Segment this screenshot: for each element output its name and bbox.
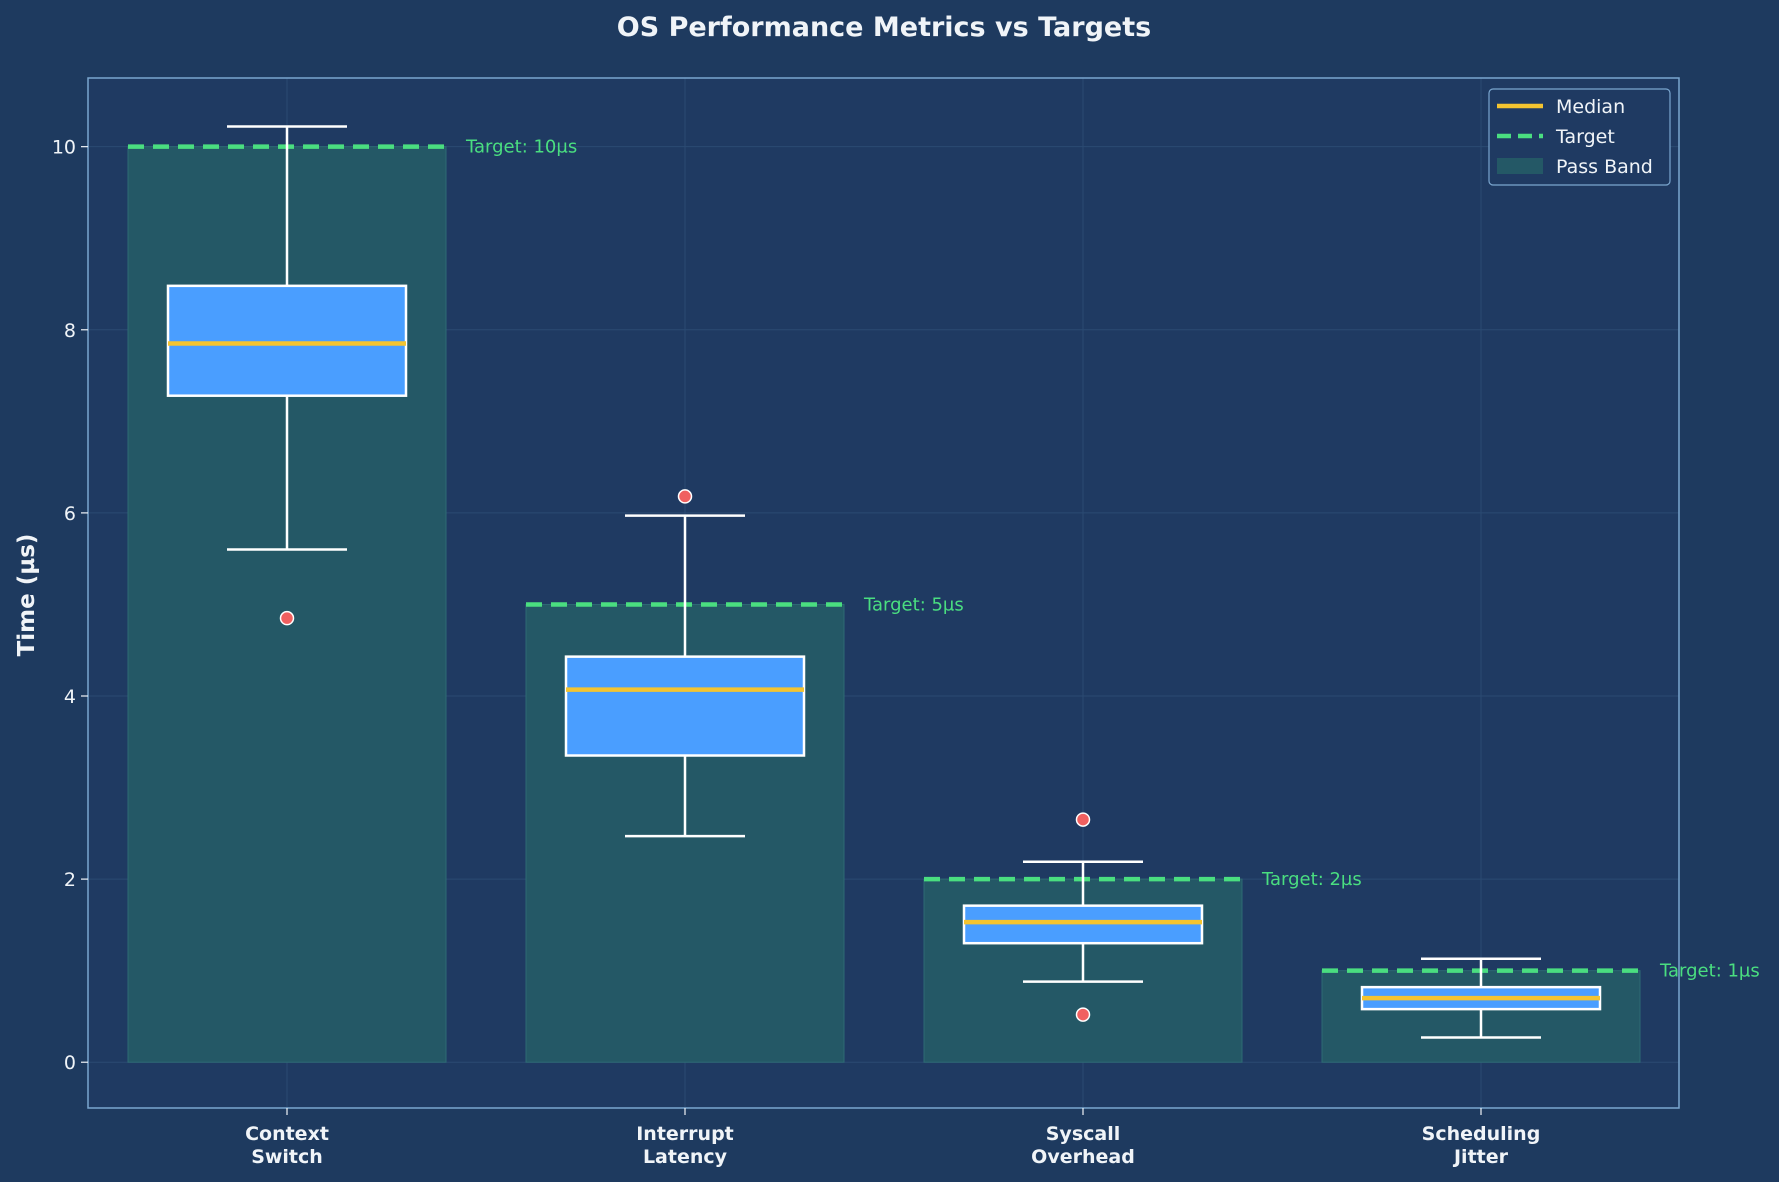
- x-tick-label: Syscall: [1046, 1123, 1121, 1145]
- x-tick-label: Interrupt: [636, 1123, 734, 1145]
- axes-frame: [87, 77, 1680, 1109]
- y-tick-label: 4: [64, 686, 76, 708]
- target-label: Target: 5µs: [863, 594, 964, 615]
- outlier-point: [677, 489, 693, 504]
- legend-label: Pass Band: [1556, 156, 1653, 178]
- x-tick-label: Switch: [251, 1146, 323, 1168]
- box-iqr: [564, 655, 806, 757]
- box-iqr: [166, 284, 408, 397]
- y-tick-label: 6: [64, 503, 76, 525]
- x-tick-label: Overhead: [1031, 1146, 1135, 1168]
- y-axis-label: Time (µs): [14, 534, 40, 657]
- plot-area: Target: 10µs Target: 5µs Target: 2µs Target…: [52, 77, 1760, 1168]
- y-tick-label: 8: [64, 320, 76, 342]
- target-label: Target: 1µs: [1659, 961, 1760, 982]
- legend: Median Target Pass Band: [1488, 88, 1671, 186]
- y-tick-label: 0: [64, 1052, 76, 1074]
- box-iqr: [962, 904, 1204, 945]
- outlier-point: [279, 610, 295, 626]
- legend-swatch-pass-band: [1497, 158, 1543, 174]
- legend-label: Median: [1556, 96, 1625, 118]
- outlier-point: [1075, 812, 1091, 827]
- chart-title: OS Performance Metrics vs Targets: [617, 12, 1151, 43]
- x-tick-label: Latency: [643, 1146, 728, 1168]
- outlier-point: [1075, 1007, 1091, 1022]
- x-tick-label: Context: [245, 1123, 329, 1145]
- target-label: Target: 2µs: [1261, 869, 1362, 890]
- y-tick-label: 10: [52, 137, 76, 159]
- target-label: Target: 10µs: [465, 137, 577, 158]
- x-tick-label: Scheduling: [1422, 1123, 1541, 1145]
- x-tick-label: Jitter: [1452, 1146, 1509, 1168]
- y-tick-label: 2: [64, 869, 76, 891]
- legend-label: Target: [1555, 126, 1615, 148]
